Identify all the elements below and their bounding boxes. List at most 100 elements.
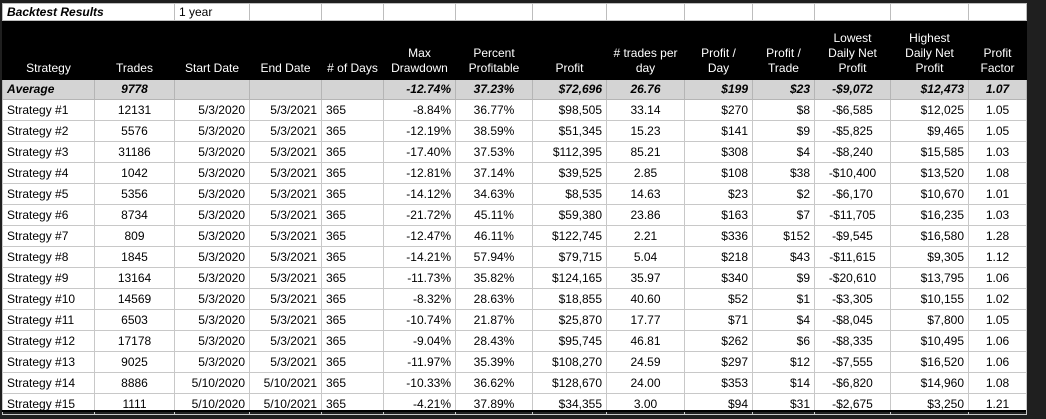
cell-profit-per-trade[interactable]: $43	[752, 246, 815, 268]
cell-end-date[interactable]: 5/10/2021	[249, 372, 322, 394]
header-strategy[interactable]: Strategy	[2, 20, 95, 80]
sheet-title[interactable]: Backtest Results	[2, 3, 175, 21]
average-lowest-daily[interactable]: -$9,072	[814, 79, 891, 100]
cell-days[interactable]: 365	[321, 288, 384, 310]
cell-trades[interactable]: 5576	[94, 120, 175, 142]
cell-end-date[interactable]: 5/3/2021	[249, 204, 322, 226]
cell-profit-factor[interactable]: 1.03	[968, 141, 1027, 163]
cell-profit-factor[interactable]: 1.05	[968, 309, 1027, 331]
cell-profit[interactable]: $128,670	[532, 372, 607, 394]
cell-strategy[interactable]: Strategy #14	[2, 372, 95, 394]
cell-strategy[interactable]: Strategy #1	[2, 99, 95, 121]
cell-end-date[interactable]: 5/3/2021	[249, 141, 322, 163]
cell-profit-per-trade[interactable]: $8	[752, 99, 815, 121]
cell-profit-factor[interactable]: 1.28	[968, 225, 1027, 247]
cell-trades[interactable]: 1042	[94, 162, 175, 184]
cell-start-date[interactable]: 5/3/2020	[174, 246, 250, 268]
cell-profit[interactable]: $51,345	[532, 120, 607, 142]
cell-profit[interactable]: $108,270	[532, 351, 607, 373]
cell-percent-profitable[interactable]: 34.63%	[455, 183, 533, 205]
empty-cell[interactable]	[321, 3, 384, 21]
cell-max-drawdown[interactable]: -14.12%	[383, 183, 456, 205]
cell-trades-per-day[interactable]: 35.97	[606, 267, 685, 289]
cell-start-date[interactable]: 5/3/2020	[174, 225, 250, 247]
cell-lowest-daily[interactable]: -$11,615	[814, 246, 891, 268]
cell-highest-daily[interactable]: $12,025	[890, 99, 969, 121]
cell-end-date[interactable]: 5/10/2021	[249, 393, 322, 415]
cell-profit[interactable]: $59,380	[532, 204, 607, 226]
cell-profit-per-day[interactable]: $94	[684, 393, 753, 415]
cell-end-date[interactable]: 5/3/2021	[249, 162, 322, 184]
header-trades[interactable]: Trades	[94, 20, 175, 80]
cell-end-date[interactable]: 5/3/2021	[249, 99, 322, 121]
cell-max-drawdown[interactable]: -21.72%	[383, 204, 456, 226]
cell-lowest-daily[interactable]: -$8,045	[814, 309, 891, 331]
average-profit-factor[interactable]: 1.07	[968, 79, 1027, 100]
cell-trades-per-day[interactable]: 15.23	[606, 120, 685, 142]
empty-cell[interactable]	[684, 3, 753, 21]
cell-strategy[interactable]: Strategy #6	[2, 204, 95, 226]
cell-days[interactable]: 365	[321, 162, 384, 184]
cell-percent-profitable[interactable]: 45.11%	[455, 204, 533, 226]
cell-percent-profitable[interactable]: 36.62%	[455, 372, 533, 394]
cell-start-date[interactable]: 5/3/2020	[174, 141, 250, 163]
cell-days[interactable]: 365	[321, 183, 384, 205]
cell-profit[interactable]: $95,745	[532, 330, 607, 352]
cell-lowest-daily[interactable]: -$6,585	[814, 99, 891, 121]
cell-percent-profitable[interactable]: 35.82%	[455, 267, 533, 289]
header-percent-profitable[interactable]: Percent Profitable	[455, 20, 533, 80]
cell-profit-per-trade[interactable]: $38	[752, 162, 815, 184]
cell-days[interactable]: 365	[321, 225, 384, 247]
cell-percent-profitable[interactable]: 37.89%	[455, 393, 533, 415]
average-max-drawdown[interactable]: -12.74%	[383, 79, 456, 100]
cell-trades-per-day[interactable]: 2.21	[606, 225, 685, 247]
cell-start-date[interactable]: 5/3/2020	[174, 351, 250, 373]
cell-trades[interactable]: 17178	[94, 330, 175, 352]
cell-strategy[interactable]: Strategy #7	[2, 225, 95, 247]
cell-max-drawdown[interactable]: -10.74%	[383, 309, 456, 331]
cell-days[interactable]: 365	[321, 351, 384, 373]
cell-trades[interactable]: 1845	[94, 246, 175, 268]
cell-days[interactable]: 365	[321, 309, 384, 331]
cell-start-date[interactable]: 5/3/2020	[174, 267, 250, 289]
cell-lowest-daily[interactable]: -$11,705	[814, 204, 891, 226]
cell-lowest-daily[interactable]: -$8,335	[814, 330, 891, 352]
cell-strategy[interactable]: Strategy #9	[2, 267, 95, 289]
cell-profit-per-day[interactable]: $108	[684, 162, 753, 184]
cell-profit-per-trade[interactable]: $152	[752, 225, 815, 247]
cell-end-date[interactable]: 5/3/2021	[249, 267, 322, 289]
cell-profit-per-day[interactable]: $340	[684, 267, 753, 289]
cell-lowest-daily[interactable]: -$9,545	[814, 225, 891, 247]
cell-profit-per-day[interactable]: $262	[684, 330, 753, 352]
cell-max-drawdown[interactable]: -12.47%	[383, 225, 456, 247]
cell-profit-factor[interactable]: 1.03	[968, 204, 1027, 226]
empty-cell[interactable]	[814, 3, 891, 21]
cell-profit-per-day[interactable]: $218	[684, 246, 753, 268]
cell-max-drawdown[interactable]: -4.21%	[383, 393, 456, 415]
header-trades-per-day[interactable]: # trades per day	[606, 20, 685, 80]
cell-trades-per-day[interactable]: 33.14	[606, 99, 685, 121]
header-profit-per-day[interactable]: Profit / Day	[684, 20, 753, 80]
cell-start-date[interactable]: 5/3/2020	[174, 120, 250, 142]
cell-highest-daily[interactable]: $16,520	[890, 351, 969, 373]
cell-profit-per-trade[interactable]: $4	[752, 141, 815, 163]
header-lowest-daily[interactable]: Lowest Daily Net Profit	[814, 20, 891, 80]
cell-trades-per-day[interactable]: 24.59	[606, 351, 685, 373]
cell-profit-factor[interactable]: 1.05	[968, 99, 1027, 121]
cell-strategy[interactable]: Strategy #10	[2, 288, 95, 310]
average-profit[interactable]: $72,696	[532, 79, 607, 100]
cell-end-date[interactable]: 5/3/2021	[249, 351, 322, 373]
empty-cell[interactable]	[321, 79, 384, 100]
average-trades[interactable]: 9778	[94, 79, 175, 100]
cell-lowest-daily[interactable]: -$10,400	[814, 162, 891, 184]
cell-lowest-daily[interactable]: -$7,555	[814, 351, 891, 373]
cell-profit-per-trade[interactable]: $4	[752, 309, 815, 331]
cell-percent-profitable[interactable]: 37.14%	[455, 162, 533, 184]
cell-days[interactable]: 365	[321, 246, 384, 268]
cell-profit-per-trade[interactable]: $7	[752, 204, 815, 226]
cell-profit[interactable]: $79,715	[532, 246, 607, 268]
header-highest-daily[interactable]: Highest Daily Net Profit	[890, 20, 969, 80]
cell-percent-profitable[interactable]: 38.59%	[455, 120, 533, 142]
cell-end-date[interactable]: 5/3/2021	[249, 225, 322, 247]
cell-max-drawdown[interactable]: -9.04%	[383, 330, 456, 352]
